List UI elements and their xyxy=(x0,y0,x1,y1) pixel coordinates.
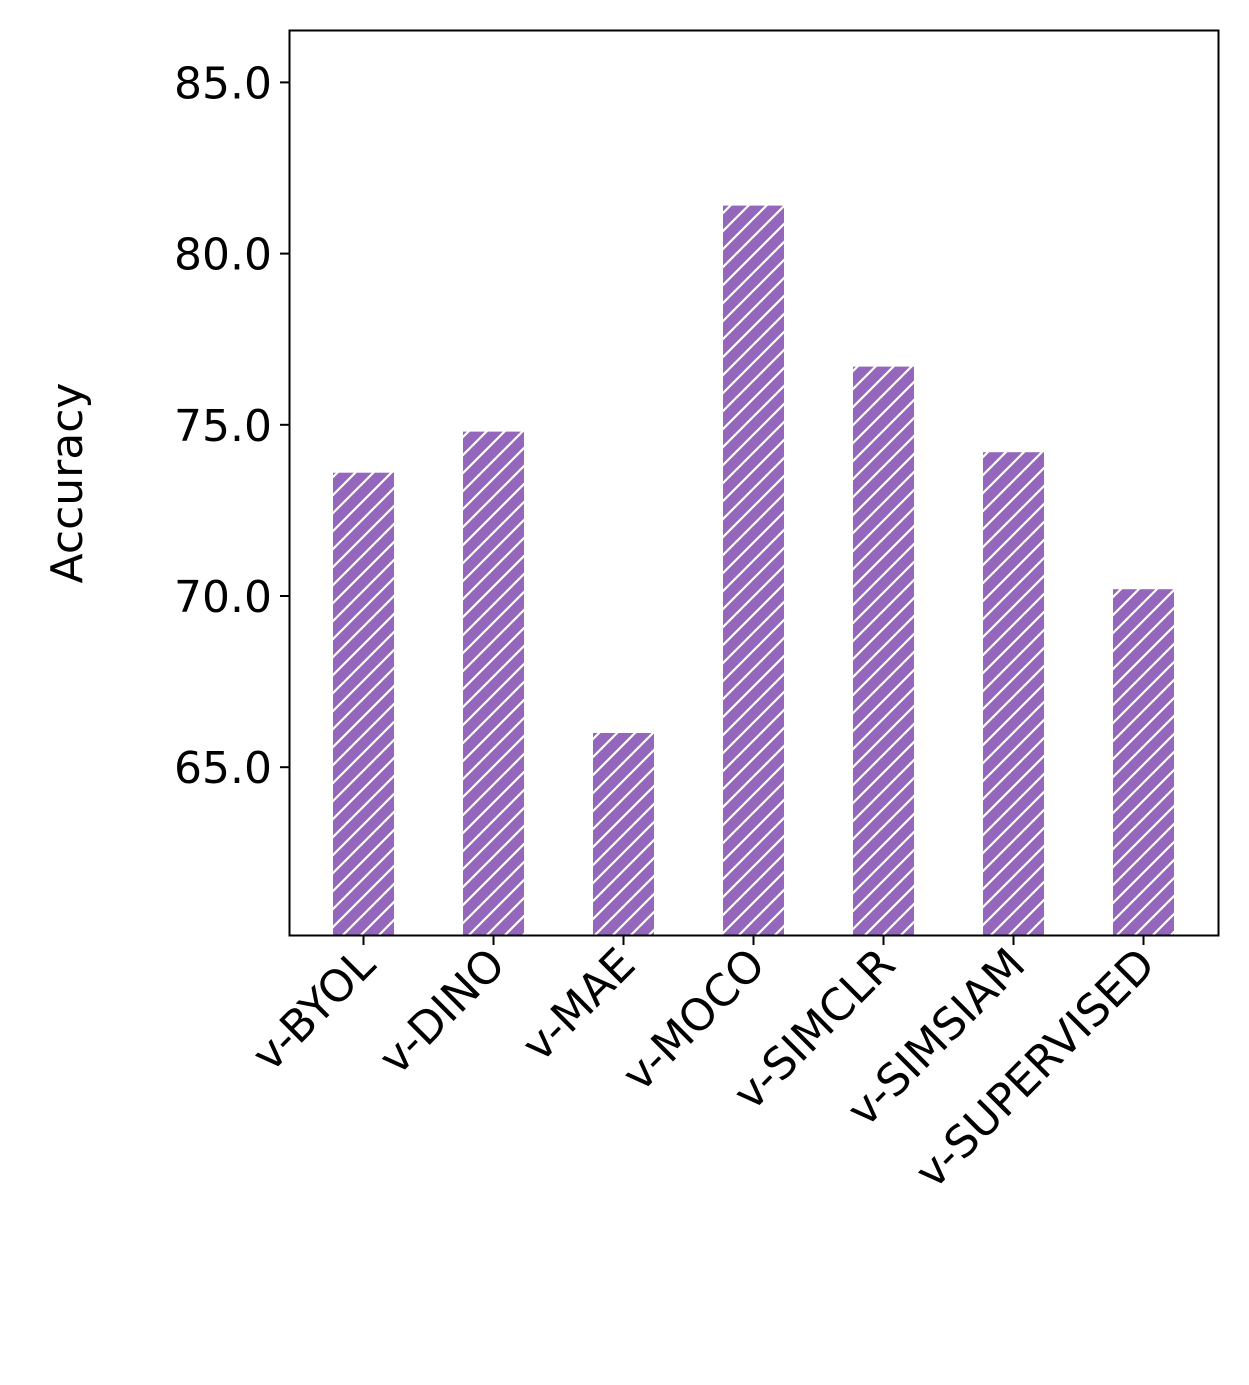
y-axis-label: Accuracy xyxy=(42,383,93,584)
y-axis: 65.0 70.0 75.0 80.0 85.0 xyxy=(174,58,290,794)
y-tick-label: 80.0 xyxy=(174,230,272,281)
y-tick-label: 65.0 xyxy=(174,743,272,794)
bar-v-mae xyxy=(593,733,654,935)
bar-v-moco xyxy=(723,205,784,936)
x-tick-label: v-BYOL xyxy=(243,938,386,1081)
bars-group xyxy=(333,205,1174,936)
bar-v-byol xyxy=(333,472,394,935)
bar-v-simsiam xyxy=(983,452,1044,935)
y-tick-label: 70.0 xyxy=(174,572,272,623)
x-tick-label: v-SUPERVISED xyxy=(906,939,1166,1199)
y-tick-label: 85.0 xyxy=(174,58,272,109)
x-axis: v-BYOLv-DINOv-MAEv-MOCOv-SIMCLRv-SIMSIAM… xyxy=(243,935,1166,1199)
x-tick-label: v-DINO xyxy=(370,939,516,1085)
y-tick-label: 75.0 xyxy=(174,401,272,452)
bar-v-simclr xyxy=(853,366,914,936)
bar-v-dino xyxy=(463,431,524,935)
bar-v-supervised xyxy=(1113,589,1174,935)
